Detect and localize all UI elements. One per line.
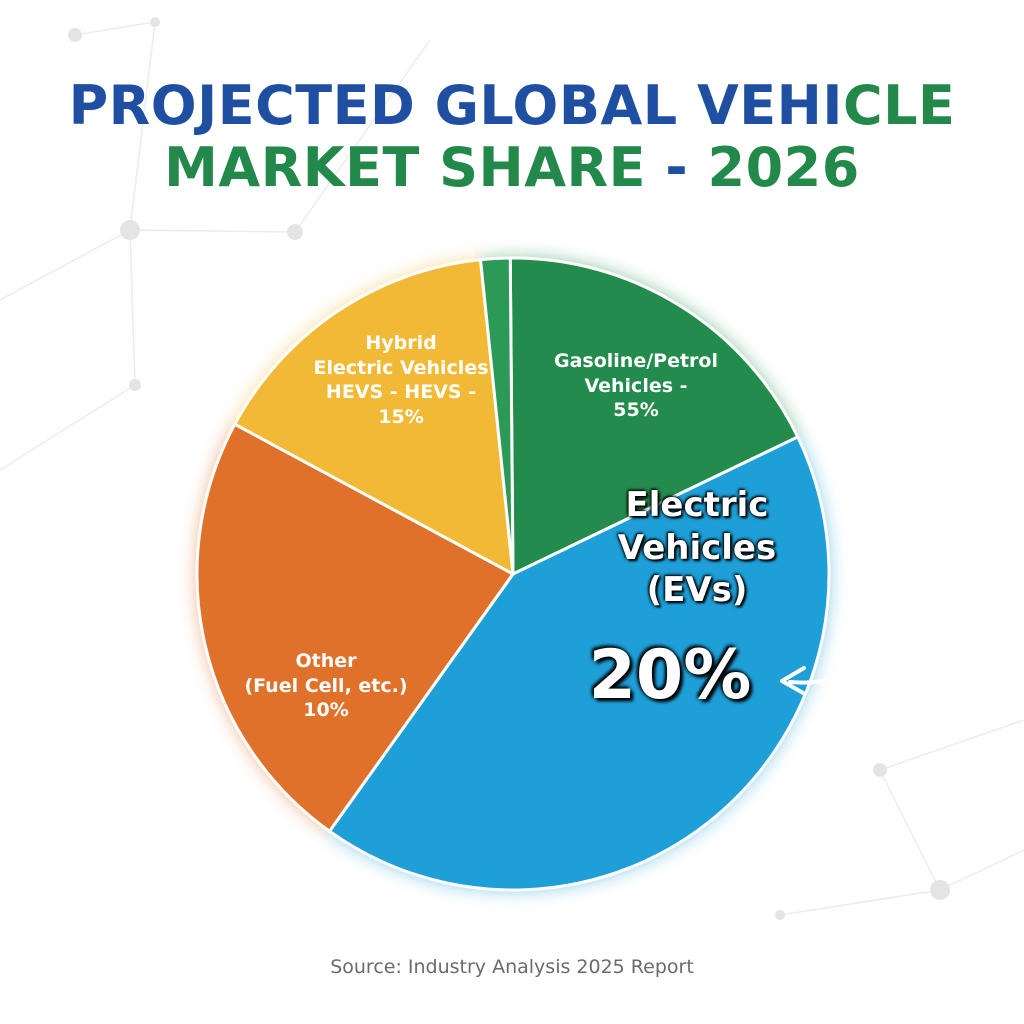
- slice-label-hybrid: Hybrid Electric Vehicles HEVS - HEVS - 1…: [291, 331, 511, 430]
- slice-label-line: Vehicles: [617, 527, 777, 568]
- title-segment: MARKET SHARE: [164, 136, 646, 199]
- pie-slice-sliver: [479, 256, 515, 576]
- pie-slice-gasoline: [508, 256, 800, 576]
- slice-label-line: 55%: [613, 399, 659, 422]
- chart-title-line-2: MARKET SHARE - 2026: [0, 136, 1024, 199]
- arrow-head-icon: [780, 666, 807, 696]
- title-segment: CLE: [842, 74, 956, 137]
- chart-title-line-1: PROJECTED GLOBAL VEHICLE: [0, 74, 1024, 137]
- slice-label-line: Hybrid: [365, 332, 437, 354]
- slice-label-other: Other (Fuel Cell, etc.) 10%: [226, 649, 426, 723]
- slice-label-line: (EVs): [646, 570, 748, 610]
- slice-label-line: Other: [295, 650, 357, 672]
- slice-label-line: Vehicles -: [584, 374, 688, 397]
- source-note: Source: Industry Analysis 2025 Report: [330, 956, 694, 978]
- arrow-icon: [788, 600, 886, 685]
- slice-label-line: 15%: [378, 406, 424, 429]
- pie-slice-hybrid: [233, 258, 515, 576]
- pie-slices: [195, 256, 831, 892]
- slice-label-line: Electric: [625, 485, 769, 525]
- title-segment: 2026: [707, 136, 860, 199]
- pie-slice-electric: [328, 435, 831, 892]
- slice-label-line: (Fuel Cell, etc.): [244, 674, 408, 697]
- slice-label-gasoline: Gasoline/Petrol Vehicles - 55%: [526, 349, 746, 423]
- slice-label-electric: Electric Vehicles (EVs): [572, 484, 822, 612]
- slice-label-line: Electric Vehicles: [313, 356, 489, 379]
- slice-label-line: Gasoline/Petrol: [554, 350, 718, 372]
- pie-slice-other: [195, 422, 515, 833]
- title-segment: -: [646, 136, 708, 199]
- slice-label-line: 10%: [303, 699, 349, 722]
- slice-value-electric: 20%: [588, 636, 752, 715]
- slice-label-line: HEVS - HEVS -: [325, 381, 477, 404]
- title-segment: PROJECTED GLOBAL VEHI: [68, 74, 843, 137]
